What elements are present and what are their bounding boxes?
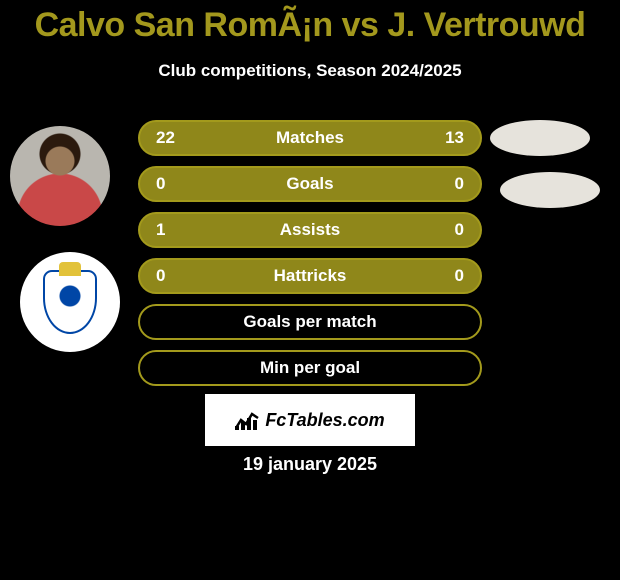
club-crest-icon <box>43 270 97 334</box>
club-avatar <box>20 252 120 352</box>
stat-right-value: 13 <box>424 128 464 148</box>
stat-row: 0Goals0 <box>138 166 482 202</box>
stat-right-value: 0 <box>424 220 464 240</box>
stat-label: Min per goal <box>196 358 424 378</box>
stat-left-value: 0 <box>156 266 196 286</box>
stat-label: Goals per match <box>196 312 424 332</box>
stat-label: Goals <box>196 174 424 194</box>
stat-row: Goals per match <box>138 304 482 340</box>
stat-left-value: 22 <box>156 128 196 148</box>
stat-label: Matches <box>196 128 424 148</box>
stats-container: 22Matches130Goals01Assists00Hattricks0Go… <box>138 120 482 396</box>
brand-badge: FcTables.com <box>205 394 415 446</box>
stat-row: 22Matches13 <box>138 120 482 156</box>
subtitle: Club competitions, Season 2024/2025 <box>0 61 620 81</box>
stat-row: 0Hattricks0 <box>138 258 482 294</box>
stat-right-value: 0 <box>424 174 464 194</box>
stat-row: 1Assists0 <box>138 212 482 248</box>
brand-text: FcTables.com <box>265 410 384 431</box>
stat-label: Hattricks <box>196 266 424 286</box>
brand-logo-icon <box>235 410 259 430</box>
stat-row: Min per goal <box>138 350 482 386</box>
player-avatar <box>10 126 110 226</box>
stat-left-value: 1 <box>156 220 196 240</box>
stat-label: Assists <box>196 220 424 240</box>
date-text: 19 january 2025 <box>0 454 620 475</box>
stat-right-value: 0 <box>424 266 464 286</box>
opponent-avatar-placeholder-1 <box>490 120 590 156</box>
page-title: Calvo San RomÃ¡n vs J. Vertrouwd <box>0 0 620 45</box>
stat-left-value: 0 <box>156 174 196 194</box>
opponent-avatar-placeholder-2 <box>500 172 600 208</box>
